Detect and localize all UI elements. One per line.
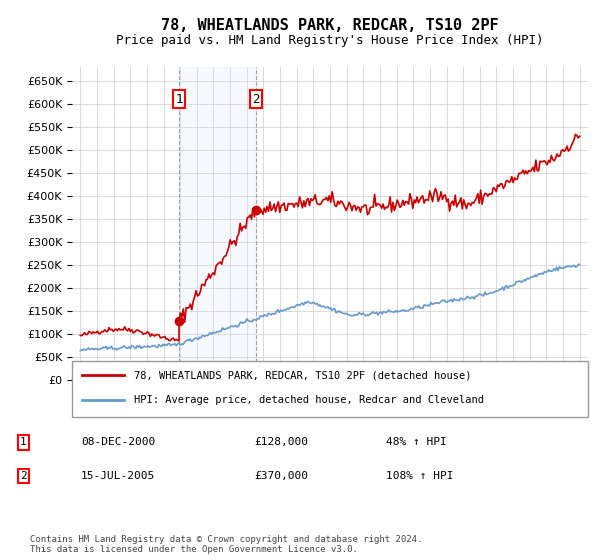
Text: 15-JUL-2005: 15-JUL-2005 <box>81 471 155 481</box>
Text: 78, WHEATLANDS PARK, REDCAR, TS10 2PF: 78, WHEATLANDS PARK, REDCAR, TS10 2PF <box>161 18 499 32</box>
Bar <box>179 67 256 380</box>
FancyBboxPatch shape <box>72 361 588 417</box>
Text: 1: 1 <box>20 437 27 447</box>
Text: 48% ↑ HPI: 48% ↑ HPI <box>386 437 447 447</box>
Text: Price paid vs. HM Land Registry's House Price Index (HPI): Price paid vs. HM Land Registry's House … <box>116 34 544 48</box>
Text: 108% ↑ HPI: 108% ↑ HPI <box>386 471 454 481</box>
Text: 2: 2 <box>20 471 27 481</box>
Text: 78, WHEATLANDS PARK, REDCAR, TS10 2PF (detached house): 78, WHEATLANDS PARK, REDCAR, TS10 2PF (d… <box>134 370 472 380</box>
Text: 1: 1 <box>175 93 183 106</box>
Text: Contains HM Land Registry data © Crown copyright and database right 2024.
This d: Contains HM Land Registry data © Crown c… <box>30 535 422 554</box>
Text: £370,000: £370,000 <box>254 471 308 481</box>
Text: 08-DEC-2000: 08-DEC-2000 <box>81 437 155 447</box>
Text: HPI: Average price, detached house, Redcar and Cleveland: HPI: Average price, detached house, Redc… <box>134 395 484 405</box>
Text: £128,000: £128,000 <box>254 437 308 447</box>
Text: 2: 2 <box>252 93 260 106</box>
